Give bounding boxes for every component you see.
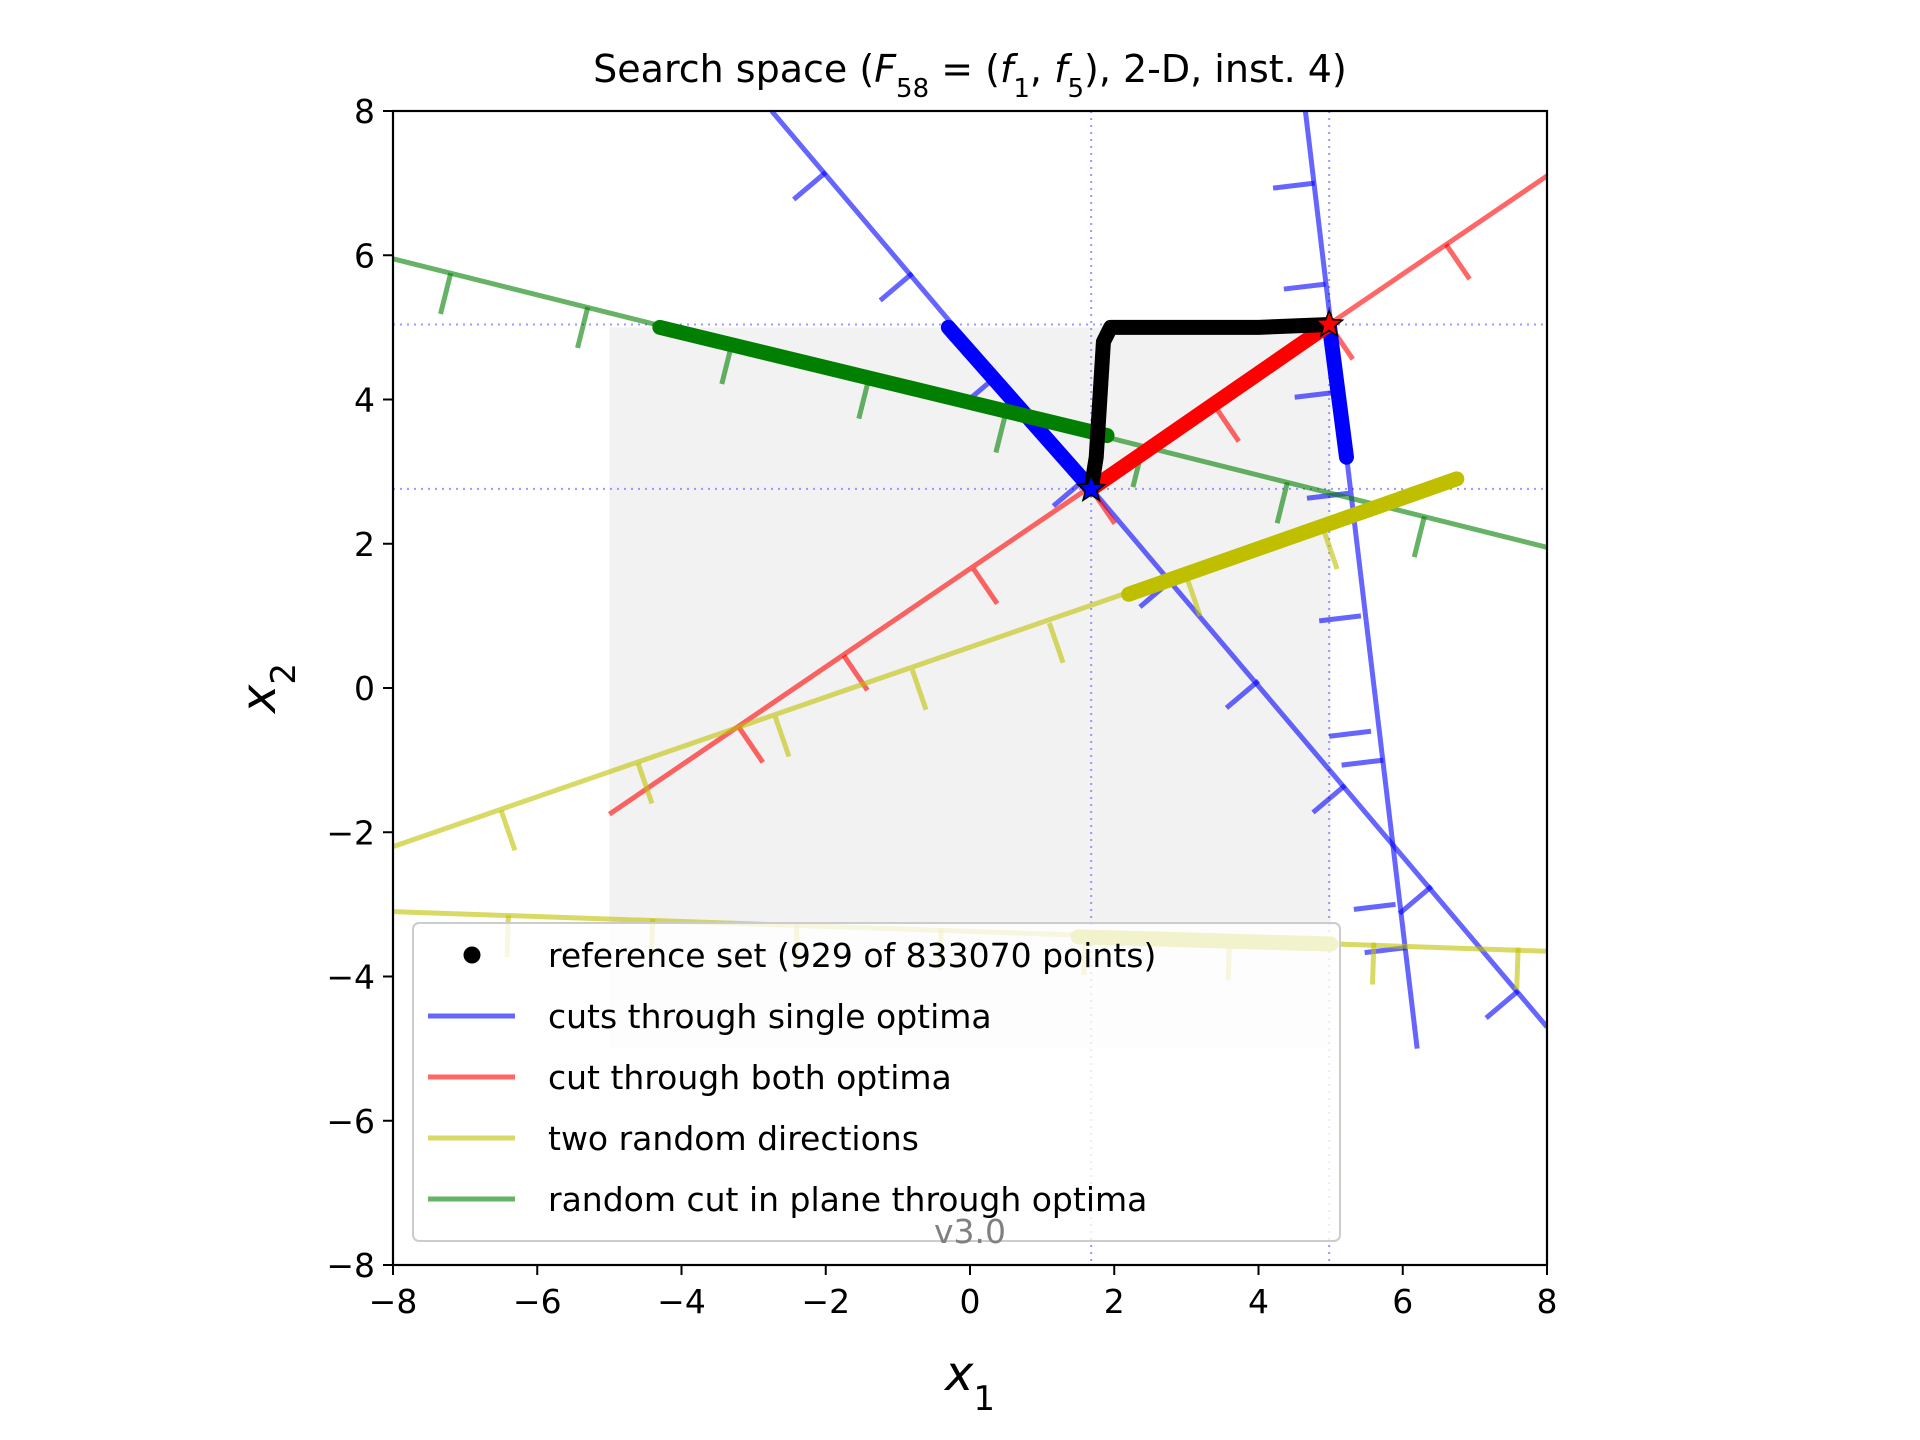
series-tick-mark [1311, 783, 1347, 815]
series-tick-mark [1397, 884, 1434, 916]
series-tick-mark [498, 809, 518, 852]
series-tick-mark [1184, 575, 1203, 617]
optimum-star [1075, 472, 1107, 502]
series-tick-mark [1369, 942, 1377, 985]
series-tick-mark [1274, 481, 1290, 524]
series-tick-mark [792, 170, 828, 202]
legend-marker [463, 946, 481, 964]
series-tick-mark [1484, 989, 1520, 1020]
x-tick-label: 4 [1248, 1282, 1269, 1321]
x-axis-label: x1 [943, 1346, 995, 1419]
series-tick-mark [1272, 180, 1316, 191]
y-tick-label: −8 [326, 1246, 375, 1285]
legend-label: cut through both optima [548, 1058, 952, 1097]
series-tick-mark [1318, 613, 1362, 624]
x-tick-label: −4 [657, 1282, 706, 1321]
series-tick-mark [1514, 947, 1521, 990]
legend: reference set (929 of 833070 points) cuts… [412, 922, 1341, 1242]
x-tick-label: −2 [801, 1282, 850, 1321]
x-tick-label: 2 [1104, 1282, 1125, 1321]
series-highlight [1083, 316, 1337, 497]
series-tick-mark [1321, 528, 1340, 570]
series-line [769, 111, 1547, 1029]
y-tick-label: 8 [354, 92, 375, 131]
series-tick-mark [438, 272, 454, 315]
legend-label: two random directions [548, 1119, 919, 1158]
y-axis-label: x2 [231, 663, 304, 715]
series-highlight [1121, 471, 1465, 602]
optimum-star [1313, 308, 1345, 338]
legend-label: reference set (929 of 833070 points) [548, 936, 1156, 975]
series-tick-mark [1046, 622, 1066, 664]
reference-set [1083, 316, 1337, 497]
series-tick-mark [1341, 757, 1384, 768]
y-tick-label: 4 [354, 381, 375, 420]
series-tick-mark [1283, 281, 1326, 292]
series-tick-mark [1443, 243, 1472, 281]
x-axis: −8 −6 −4 −2 0 2 4 6 8 [369, 1265, 1558, 1321]
y-tick-label: 0 [354, 669, 375, 708]
series-tick-mark [635, 762, 655, 805]
version-label: v3.0 [934, 1212, 1006, 1251]
series-tick-mark [971, 567, 1000, 606]
series-tick-mark [737, 726, 765, 764]
series-line [607, 173, 1547, 817]
series-tick-mark [1411, 515, 1427, 558]
series-tick-mark [1213, 405, 1241, 443]
y-tick-label: −6 [326, 1102, 375, 1141]
series-tick-mark [1294, 389, 1337, 400]
x-tick-label: −8 [369, 1282, 418, 1321]
series-tick-mark [1224, 678, 1261, 710]
legend-label: cuts through single optima [548, 997, 992, 1036]
x-tick-label: 0 [960, 1282, 981, 1321]
series-highlight [652, 319, 1115, 444]
y-tick-label: 6 [354, 236, 375, 275]
series-line [1302, 111, 1420, 1049]
chart-title: Search space (F58 = (f1, f5), 2-D, inst.… [593, 47, 1347, 104]
series-tick-mark [575, 306, 591, 349]
x-tick-label: −6 [513, 1282, 562, 1321]
legend-label: random cut in plane through optima [548, 1180, 1147, 1219]
series-tick-mark [772, 716, 792, 758]
y-tick-label: 2 [354, 525, 375, 564]
x-tick-label: 8 [1537, 1282, 1558, 1321]
series-highlight [1321, 316, 1354, 465]
legend-box [412, 922, 1341, 1242]
series-tick-mark [1329, 728, 1372, 739]
y-tick-label: −2 [326, 813, 375, 852]
y-axis: −8 −6 −4 −2 0 2 4 6 8 [326, 92, 393, 1285]
series-tick-mark [909, 669, 929, 711]
y-tick-label: −4 [326, 958, 375, 997]
series-tick-mark [993, 411, 1009, 454]
series-tick-mark [1353, 901, 1396, 912]
x-tick-label: 6 [1392, 1282, 1413, 1321]
series-tick-mark [878, 271, 914, 303]
